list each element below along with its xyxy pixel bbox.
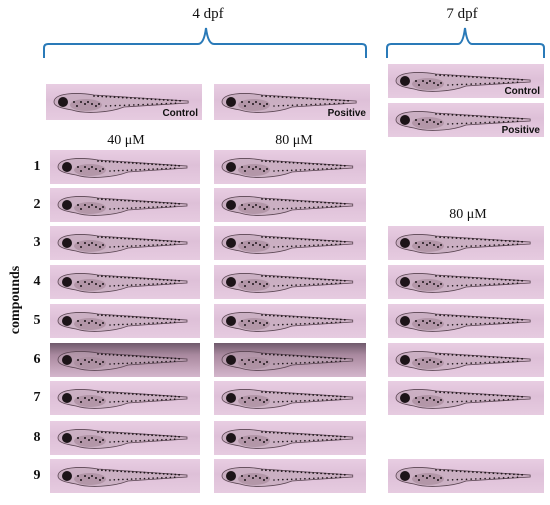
zebrafish-larva-image [221, 312, 354, 332]
zebrafish-larva-image [221, 93, 357, 113]
zebrafish-larva-image [221, 389, 354, 409]
panel-c3-80uM-4dpf [214, 226, 366, 260]
zebrafish-larva-image [221, 429, 354, 449]
panel-c2-40uM [50, 188, 200, 222]
label-positive-4dpf: Positive [327, 108, 366, 119]
row-number-6: 6 [33, 352, 41, 367]
panel-positive-4dpf: Positive [214, 84, 370, 120]
panel-c6-80uM-4dpf [214, 343, 366, 377]
panel-c3-40uM [50, 226, 200, 260]
panel-c9-40uM [50, 459, 200, 493]
conc-40uM-4dpf: 40 μM [107, 133, 145, 148]
panel-c9-80uM-7dpf [388, 459, 544, 493]
panel-control-4dpf: Control [46, 84, 202, 120]
zebrafish-larva-image [57, 312, 188, 332]
panel-c3-80uM-7dpf [388, 226, 544, 260]
zebrafish-larva-image [221, 273, 354, 293]
zebrafish-larva-image [221, 234, 354, 254]
row-number-7: 7 [33, 390, 41, 405]
zebrafish-larva-image [57, 273, 188, 293]
zebrafish-larva-image [221, 467, 354, 487]
panel-c8-40uM [50, 421, 200, 455]
zebrafish-larva-image [53, 93, 189, 113]
panel-c6-80uM-7dpf [388, 343, 544, 377]
panel-c9-80uM-4dpf [214, 459, 366, 493]
header-7dpf: 7 dpf [446, 6, 478, 22]
header-4dpf: 4 dpf [192, 6, 224, 22]
zebrafish-larva-image [395, 351, 531, 371]
zebrafish-larva-image [395, 234, 531, 254]
row-number-1: 1 [33, 159, 41, 174]
panel-c1-40uM [50, 150, 200, 184]
panel-c4-80uM-7dpf [388, 265, 544, 299]
panel-c1-80uM-4dpf [214, 150, 366, 184]
y-axis-label: compounds [8, 265, 23, 335]
panel-c4-40uM [50, 265, 200, 299]
panel-positive-7dpf: Positive [388, 103, 544, 137]
panel-c7-40uM [50, 381, 200, 415]
panel-c5-40uM [50, 304, 200, 338]
panel-c4-80uM-4dpf [214, 265, 366, 299]
zebrafish-larva-image [57, 234, 188, 254]
row-number-5: 5 [33, 313, 41, 328]
panel-control-7dpf: Control [388, 64, 544, 98]
zebrafish-larva-image [395, 111, 531, 131]
zebrafish-larva-image [57, 389, 188, 409]
conc-80uM-4dpf: 80 μM [275, 133, 313, 148]
zebrafish-larva-image [395, 273, 531, 293]
brace-4dpf [43, 27, 367, 58]
zebrafish-larva-image [395, 389, 531, 409]
label-control-4dpf: Control [162, 108, 198, 119]
panel-c7-80uM-4dpf [214, 381, 366, 415]
zebrafish-larva-image [57, 467, 188, 487]
row-number-8: 8 [33, 430, 41, 445]
zebrafish-larva-image [57, 351, 188, 371]
zebrafish-larva-image [395, 467, 531, 487]
brace-7dpf [386, 27, 545, 58]
panel-c6-40uM [50, 343, 200, 377]
panel-c5-80uM-4dpf [214, 304, 366, 338]
zebrafish-larva-image [395, 312, 531, 332]
zebrafish-larva-image [221, 196, 354, 216]
conc-80uM-7dpf: 80 μM [449, 207, 487, 222]
zebrafish-larva-image [57, 158, 188, 178]
panel-c8-80uM-4dpf [214, 421, 366, 455]
zebrafish-larva-image [57, 429, 188, 449]
row-number-2: 2 [33, 197, 41, 212]
zebrafish-larva-image [395, 72, 531, 92]
zebrafish-larva-image [57, 196, 188, 216]
zebrafish-larva-image [221, 158, 354, 178]
zebrafish-larva-image [221, 351, 354, 371]
row-number-4: 4 [33, 274, 41, 289]
label-positive-7dpf: Positive [501, 125, 540, 136]
panel-c7-80uM-7dpf [388, 381, 544, 415]
row-number-3: 3 [33, 235, 41, 250]
row-number-9: 9 [33, 468, 41, 483]
panel-c5-80uM-7dpf [388, 304, 544, 338]
label-control-7dpf: Control [504, 86, 540, 97]
panel-c2-80uM-4dpf [214, 188, 366, 222]
